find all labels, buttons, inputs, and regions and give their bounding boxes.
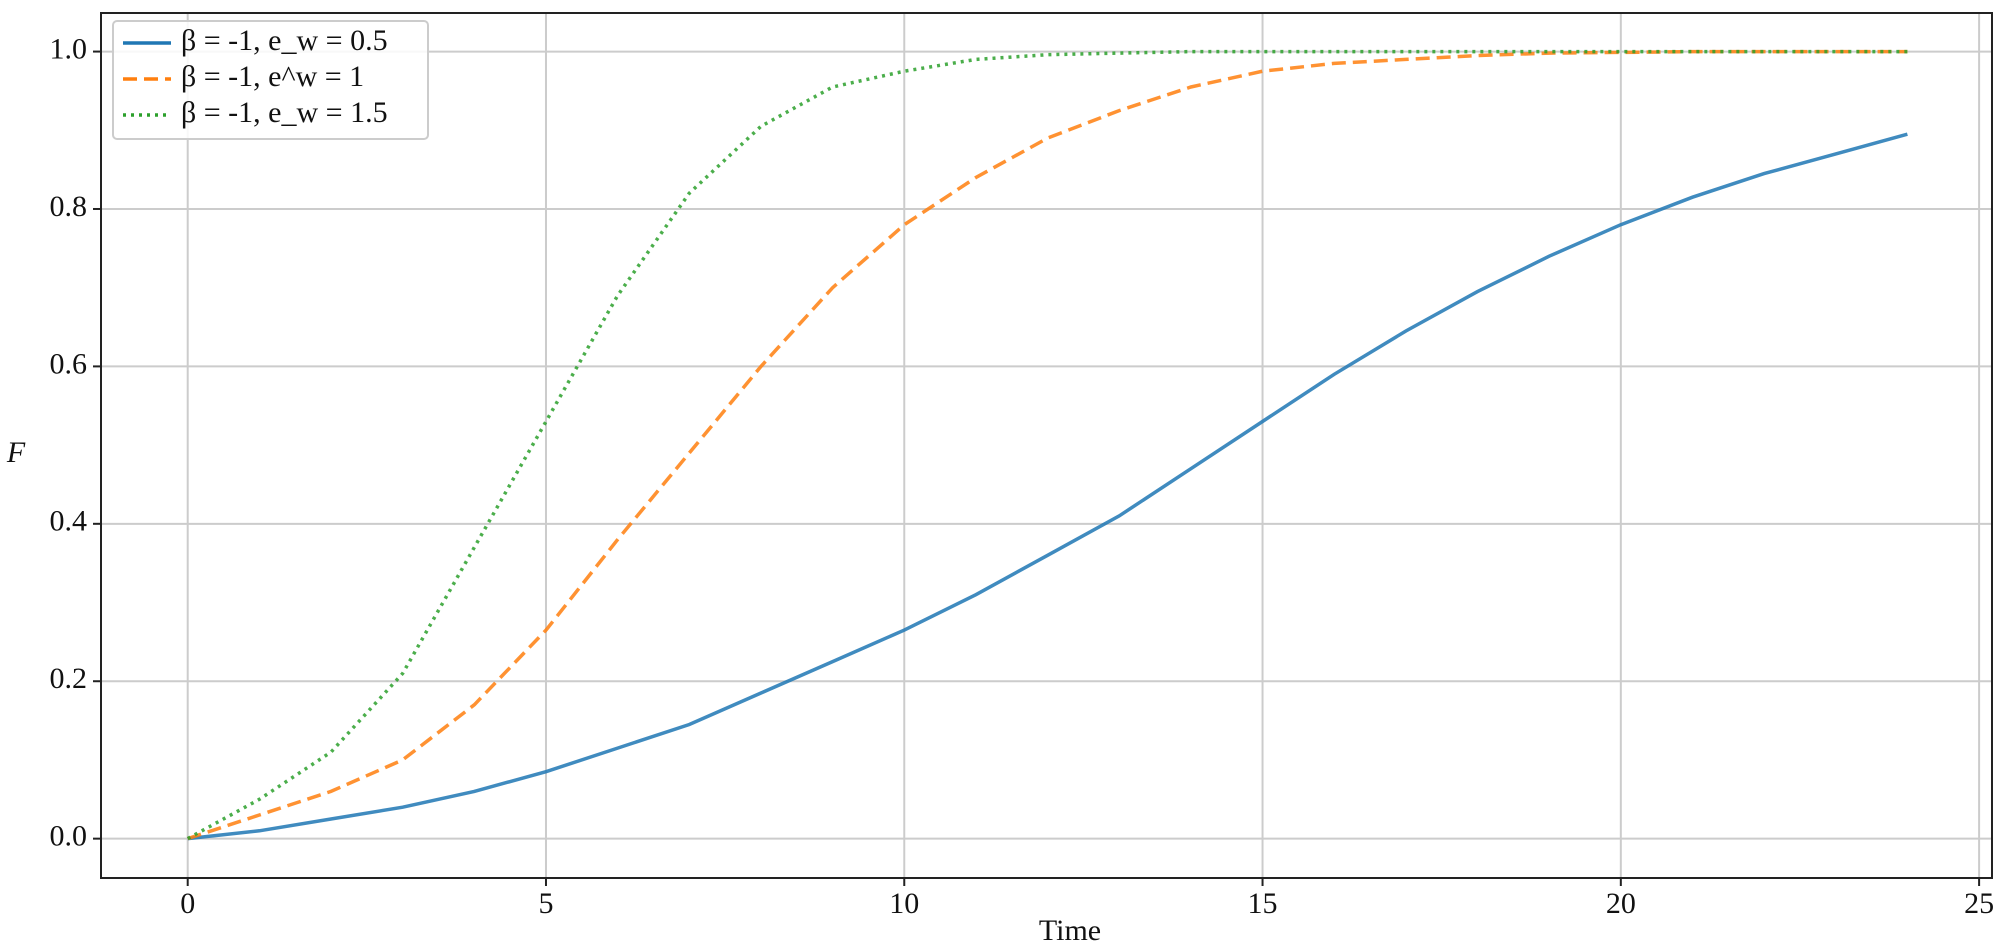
y-tick-label: 0.4 — [50, 505, 88, 538]
legend-label: β = -1, e^w = 1 — [181, 60, 364, 93]
x-tick-label: 20 — [1606, 887, 1636, 920]
y-tick-label: 1.0 — [50, 32, 88, 65]
legend-label: β = -1, e_w = 1.5 — [181, 96, 388, 129]
x-tick-label: 5 — [538, 887, 553, 920]
y-tick-label: 0.8 — [50, 190, 88, 223]
x-tick-label: 15 — [1248, 887, 1278, 920]
series-line — [187, 49, 1908, 841]
x-tick-label: 0 — [180, 887, 195, 920]
y-axis-label: F — [6, 436, 26, 469]
y-tick-label: 0.0 — [50, 820, 88, 853]
series-line — [187, 132, 1908, 841]
x-axis-label: Time — [1039, 914, 1101, 947]
legend-label: β = -1, e_w = 0.5 — [181, 24, 388, 57]
legend-box — [112, 20, 429, 140]
x-tick-label: 10 — [889, 887, 919, 920]
series-line — [186, 49, 1908, 841]
y-tick-label: 0.6 — [50, 347, 88, 380]
y-tick-label: 0.2 — [50, 662, 88, 695]
x-tick-label: 25 — [1964, 887, 1994, 920]
plot-frame — [100, 12, 1993, 879]
